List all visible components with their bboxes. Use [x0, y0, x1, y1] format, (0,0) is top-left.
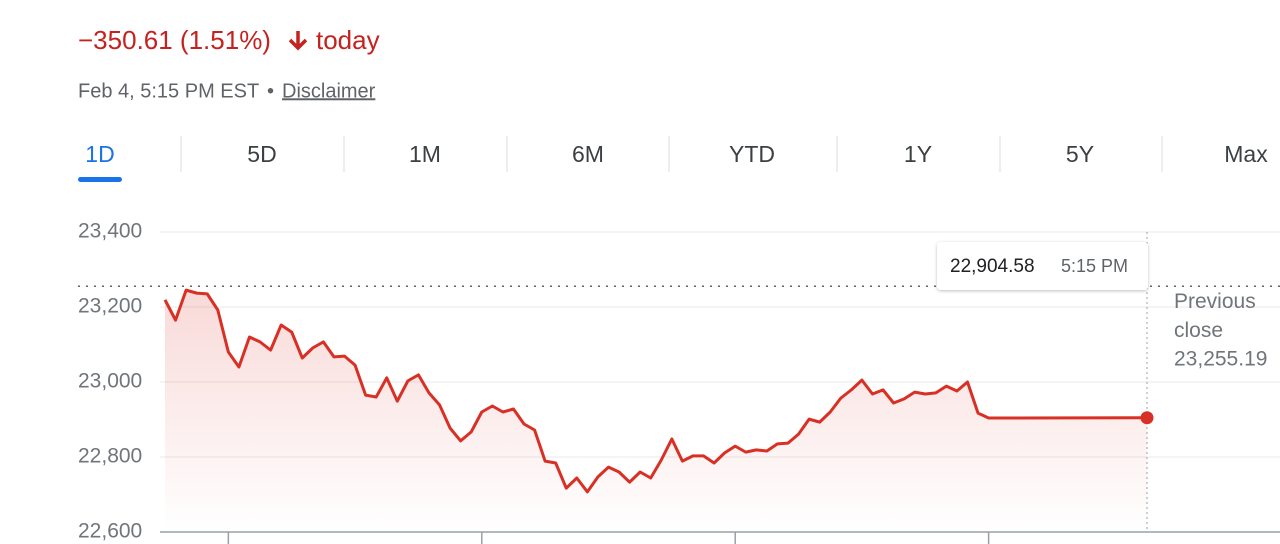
range-tab[interactable]: 5D [247, 141, 276, 167]
range-tab[interactable]: 1M [409, 141, 441, 167]
price-change: −350.61 (1.51%) [78, 25, 271, 55]
y-tick-label: 22,600 [78, 520, 142, 543]
range-tab[interactable]: 1Y [904, 141, 932, 167]
current-point [1140, 411, 1154, 425]
disclaimer-link[interactable]: Disclaimer [282, 80, 376, 102]
active-tab-indicator [78, 177, 122, 182]
tooltip-value: 22,904.58 [950, 256, 1035, 277]
y-tick-label: 23,400 [78, 220, 142, 243]
y-tick-label: 23,200 [78, 295, 142, 318]
separator-dot: • [267, 80, 274, 102]
y-tick-label: 23,000 [78, 370, 142, 393]
range-tab[interactable]: 1D [85, 141, 114, 167]
range-tab[interactable]: 5Y [1066, 141, 1094, 167]
down-arrow [288, 31, 308, 51]
previous-close-value: 23,255.19 [1174, 348, 1267, 371]
range-tab[interactable]: 6M [572, 141, 604, 167]
range-tab[interactable]: Max [1224, 141, 1268, 167]
range-tab[interactable]: YTD [729, 141, 775, 167]
price-area [165, 290, 1147, 532]
timestamp: Feb 4, 5:15 PM EST [78, 80, 259, 102]
change-period: today [316, 25, 380, 55]
tooltip-time: 5:15 PM [1061, 256, 1128, 276]
price-line [163, 288, 1148, 494]
range-tabs: 1D 5D 1M 6M YTD 1Y 5Y Max [78, 136, 1268, 182]
chart: 22,600 22,800 23,000 23,200 23,400 Previous cl… [78, 220, 1280, 544]
tooltip-box [937, 242, 1148, 290]
previous-close-title: Previous close [1174, 290, 1256, 342]
y-tick-label: 22,800 [78, 445, 142, 468]
